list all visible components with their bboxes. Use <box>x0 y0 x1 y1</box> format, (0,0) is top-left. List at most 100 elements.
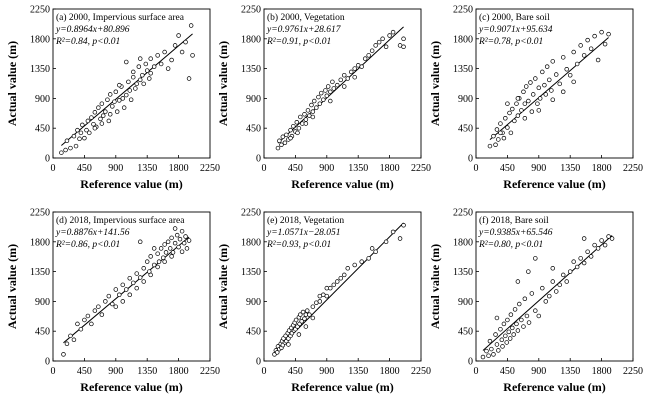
data-point <box>295 130 300 136</box>
data-point <box>68 333 73 339</box>
data-point <box>113 304 119 309</box>
data-point <box>352 74 357 80</box>
data-point <box>542 82 547 88</box>
y-tick-label: 2250 <box>453 5 473 16</box>
data-point <box>100 113 106 118</box>
data-point <box>501 321 507 327</box>
data-point <box>535 101 540 106</box>
data-point <box>571 259 576 264</box>
x-tick-label: 2250 <box>411 163 431 174</box>
r-squared-label: R²=0.78, p<0.01 <box>478 37 543 47</box>
data-point <box>553 289 559 294</box>
data-point <box>284 132 289 138</box>
scatter-panel-1: 0 450 900 1350 1800 2250 0 450 900 1350 1800 2250 Re… <box>5 5 220 192</box>
data-point <box>564 67 569 72</box>
data-point <box>550 279 556 284</box>
data-point <box>335 279 340 284</box>
data-point <box>134 271 139 276</box>
data-point <box>64 341 70 347</box>
panel-title: (c) 2000, Bare soil <box>479 12 550 23</box>
data-point <box>571 79 576 85</box>
scatter-panel-6: 0 450 900 1350 1800 2250 0 450 900 1350 1800 2250 Re… <box>428 208 643 395</box>
data-point <box>183 39 188 45</box>
data-point <box>571 49 576 55</box>
data-point <box>99 312 105 317</box>
data-point <box>574 264 580 270</box>
y-axis-title: Actual value (m) <box>216 244 230 329</box>
data-point <box>89 321 94 327</box>
regression-line <box>61 33 193 146</box>
data-point <box>98 116 103 122</box>
data-point <box>533 76 538 81</box>
data-point <box>380 36 385 42</box>
data-point <box>544 64 550 69</box>
y-tick-label: 450 <box>246 327 261 338</box>
data-point <box>177 236 183 242</box>
data-point <box>311 98 317 104</box>
data-point <box>127 88 133 93</box>
x-axis-title: Reference value (m) <box>291 177 393 191</box>
data-point <box>480 354 486 360</box>
data-point <box>310 304 316 309</box>
data-point <box>78 130 84 136</box>
data-point <box>126 79 131 85</box>
data-point <box>303 121 309 126</box>
x-tick-label: 450 <box>288 163 303 174</box>
data-point <box>141 81 146 87</box>
data-point <box>537 96 543 101</box>
x-tick-label: 1350 <box>137 366 157 377</box>
x-tick-label: 900 <box>108 366 123 377</box>
data-point <box>540 285 545 291</box>
plot-frame <box>263 211 422 362</box>
data-point <box>505 125 510 130</box>
data-point <box>71 337 77 343</box>
data-point <box>155 251 160 256</box>
data-point <box>512 118 517 124</box>
data-point <box>533 256 538 261</box>
data-point <box>581 260 587 266</box>
data-point <box>547 293 552 299</box>
data-point <box>137 56 143 61</box>
regression-equation: y=0.9071x+95.634 <box>478 25 553 35</box>
data-point <box>137 239 143 245</box>
data-point <box>609 236 615 241</box>
data-point <box>110 104 115 109</box>
data-point <box>300 309 306 315</box>
data-point <box>574 61 580 67</box>
data-point <box>163 250 169 255</box>
x-tick-label: 1800 <box>380 163 400 174</box>
data-point <box>387 33 392 38</box>
data-point <box>536 85 542 91</box>
y-tick-label: 0 <box>45 357 50 368</box>
y-tick-label: 450 <box>246 124 261 135</box>
data-point <box>155 53 160 58</box>
x-tick-label: 2250 <box>200 163 220 174</box>
data-point <box>158 246 164 251</box>
data-point <box>151 262 157 268</box>
data-point <box>309 102 314 108</box>
data-point <box>529 291 535 296</box>
data-point <box>169 235 174 241</box>
y-tick-label: 0 <box>468 154 473 165</box>
data-point <box>515 113 521 118</box>
data-point <box>99 101 105 106</box>
data-point <box>335 82 340 88</box>
data-point <box>124 59 129 65</box>
x-axis-title: Reference value (m) <box>503 380 605 394</box>
data-point <box>592 33 597 39</box>
x-tick-label: 1350 <box>348 366 368 377</box>
x-tick-label: 450 <box>500 163 515 174</box>
data-point <box>162 49 167 55</box>
data-point <box>366 256 371 261</box>
data-point <box>521 324 526 329</box>
plot-frame <box>475 8 634 159</box>
panel-title: (d) 2018, Impervious surface area <box>56 215 185 226</box>
data-point <box>491 352 496 357</box>
y-axis-title: Actual value (m) <box>5 41 19 126</box>
data-point <box>288 127 293 133</box>
regression-equation: y=0.9761x+28.617 <box>266 25 342 35</box>
data-point <box>390 29 396 35</box>
x-tick-label: 1800 <box>169 163 189 174</box>
regression-equation: y=1.0571x−28.051 <box>266 228 341 238</box>
